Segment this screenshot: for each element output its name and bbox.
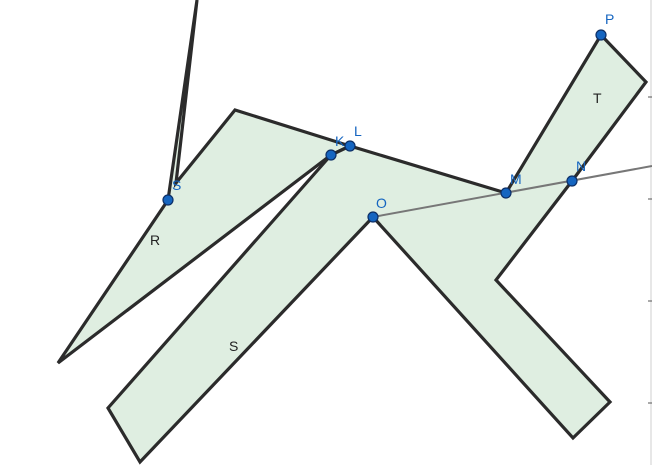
point-s[interactable] (162, 194, 174, 206)
point-k[interactable] (325, 149, 337, 161)
point-label-n: N (576, 158, 586, 174)
point-p[interactable] (595, 29, 607, 41)
region-label-r: R (150, 232, 160, 248)
point-label-p: P (605, 11, 614, 27)
ray-omn (372, 165, 652, 218)
point-o[interactable] (367, 211, 379, 223)
region-label-s: S (229, 338, 238, 354)
point-label-m: M (510, 171, 522, 187)
point-label-l: L (354, 123, 362, 139)
point-label-o: O (376, 195, 387, 211)
region-label-t: T (593, 90, 602, 106)
point-n[interactable] (566, 175, 578, 187)
point-label-k: K (335, 133, 345, 149)
point-l[interactable] (344, 140, 356, 152)
point-label-s: S (172, 177, 181, 193)
point-m[interactable] (500, 187, 512, 199)
